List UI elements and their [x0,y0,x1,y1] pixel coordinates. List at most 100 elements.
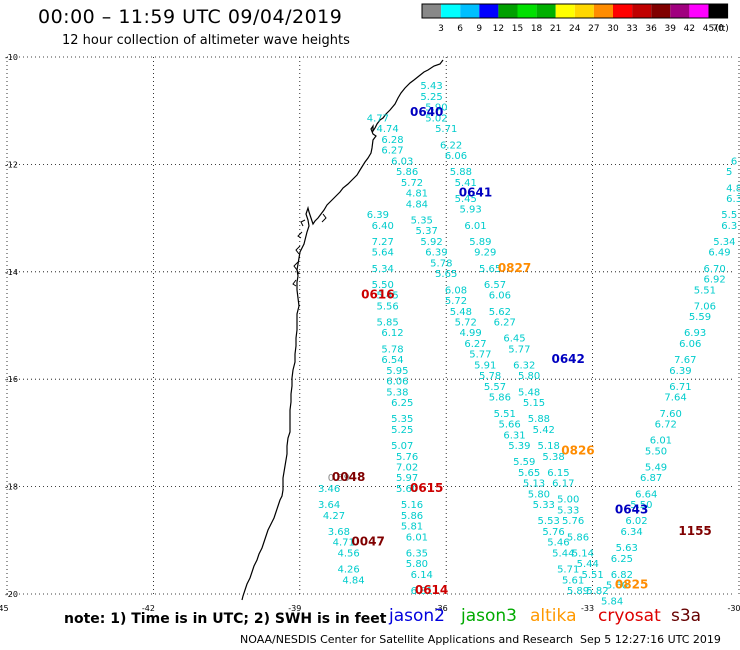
legend-swatch [536,4,556,18]
wave-height-value: 5.86 [401,511,423,522]
wave-height-value: 5.00 [557,495,579,506]
wave-height-value: 5.92 [420,237,442,248]
pass-time-label: 0640 [410,105,443,119]
wave-height-value: 5.50 [645,446,667,457]
wave-height-value: 5.07 [391,441,413,452]
legend-swatch [555,4,575,18]
legend-swatch [613,4,633,18]
wave-height-value: 6.81 [411,586,433,597]
wave-height-value: 5.80 [528,489,550,500]
footer-note: note: 1) Time is in UTC; 2) SWH is in fe… [64,611,387,627]
lon-label: -42 [142,604,155,613]
wave-height-value: 4.77 [367,113,389,124]
wave-height-value: 6.06 [386,377,408,388]
wave-height-value: 6.54 [381,355,403,366]
wave-height-value: 7.02 [396,462,418,473]
wave-height-value: 5.49 [645,462,667,473]
wave-height-value: 5.82 [586,586,608,597]
wave-height-value: 6.08 [445,285,467,296]
wave-height-value: 7.64 [664,393,686,404]
wave-height-value: 5.78 [381,344,403,355]
wave-height-value: 5.44 [577,559,599,570]
wave-height-value: 6.92 [703,275,725,286]
wave-height-value: 7.60 [660,409,682,420]
wave-height-value: 6.57 [484,280,506,291]
wave-height-value: 5.35 [391,414,413,425]
legend-tick-label: 39 [665,24,677,34]
legend-swatch [422,4,442,18]
wave-height-value: 5 [726,167,732,178]
pass-time-label: 0616 [361,288,394,302]
lat-label: -14 [5,268,18,277]
wave-height-value: 6.35 [406,548,428,559]
wave-height-value: 5.13 [523,479,545,490]
wave-height-value: 6.45 [503,334,525,345]
wave-height-value: 5.63 [616,543,638,554]
legend-swatch [670,4,690,18]
wave-height-value: 5.78 [430,258,452,269]
legend-tick-label: 12 [493,24,504,34]
wave-height-value: 5.72 [455,318,477,329]
wave-height-value: 5.72 [445,296,467,307]
wave-height-value: 6.49 [708,248,730,259]
legend-swatch [498,4,518,18]
wave-height-value: 6.03 [391,156,413,167]
wave-height-value: 5.50 [630,500,652,511]
legend-tick-label: 42 [684,24,695,34]
wave-height-value: 5.65 [435,269,457,280]
legend-tick-label: 9 [476,24,482,34]
wave-height-value: 5.66 [499,420,521,431]
wave-height-value: 9.29 [474,248,496,259]
wave-height-value: 5.50 [372,280,394,291]
wave-height-value: 6.27 [494,318,516,329]
legend-swatch [708,4,728,18]
wave-height-value: 5.72 [401,178,423,189]
wave-height-value: 5.76 [562,516,584,527]
wave-height-value: 5.95 [386,366,408,377]
wave-height-value: 5.25 [420,92,442,103]
wave-height-value: 6.06 [489,291,511,302]
wave-height-value: 4.74 [377,124,399,135]
wave-height-value: 3.64 [318,500,340,511]
pass-time-label: 0642 [551,352,584,366]
wave-height-value: 6.27 [381,146,403,157]
pass-time-label: 0047 [351,535,384,549]
wave-height-value: 6.01 [406,532,428,543]
wave-height-value: 5.44 [552,548,574,559]
altimeter-tracks: 6.396.407.275.645.345.505.455.565.856.12… [318,81,740,608]
pass-time-label: 0827 [498,261,531,275]
wave-height-value: 4.8 [726,183,740,194]
wave-height-value: 5.38 [542,452,564,463]
wave-height-value: 5.61 [562,575,584,586]
wave-height-value: 5.81 [401,522,423,533]
wave-height-value: 6.01 [650,436,672,447]
lon-label: -39 [288,604,301,613]
wave-height-value: 6.40 [372,221,394,232]
coastline-islands [292,213,327,287]
wave-height-value: 5.42 [533,425,555,436]
wave-height-value: 5.60 [396,484,418,495]
wave-height-value: 6.31 [503,430,525,441]
wave-height-value: 5.51 [494,409,516,420]
wave-height-value: 5.25 [391,425,413,436]
legend-frame [421,3,729,19]
wave-height-value: 4.26 [337,565,359,576]
wave-height-value: 6.28 [381,135,403,146]
wave-height-value: 5.38 [386,387,408,398]
wave-height-value: 6.02 [625,516,647,527]
wave-height-value: 6.22 [440,140,462,151]
pass-time-label: 0826 [561,443,594,457]
wave-height-value: 5.60 [606,581,628,592]
wave-height-value: 6.39 [367,210,389,221]
wave-height-value: 6.25 [611,554,633,565]
wave-height-value: 5.45 [377,291,399,302]
wave-height-value: 5.86 [567,532,589,543]
wave-height-value: 5.80 [518,371,540,382]
wave-height-value: 6.72 [655,420,677,431]
wave-height-value: 5.65 [518,468,540,479]
legend-swatch [632,4,652,18]
wave-height-value: 5.56 [377,301,399,312]
wave-height-value: 6.87 [640,473,662,484]
credit-text: NOAA/NESDIS Center for Satellite Applica… [240,633,574,646]
pass-time-label: 1155 [678,524,711,538]
